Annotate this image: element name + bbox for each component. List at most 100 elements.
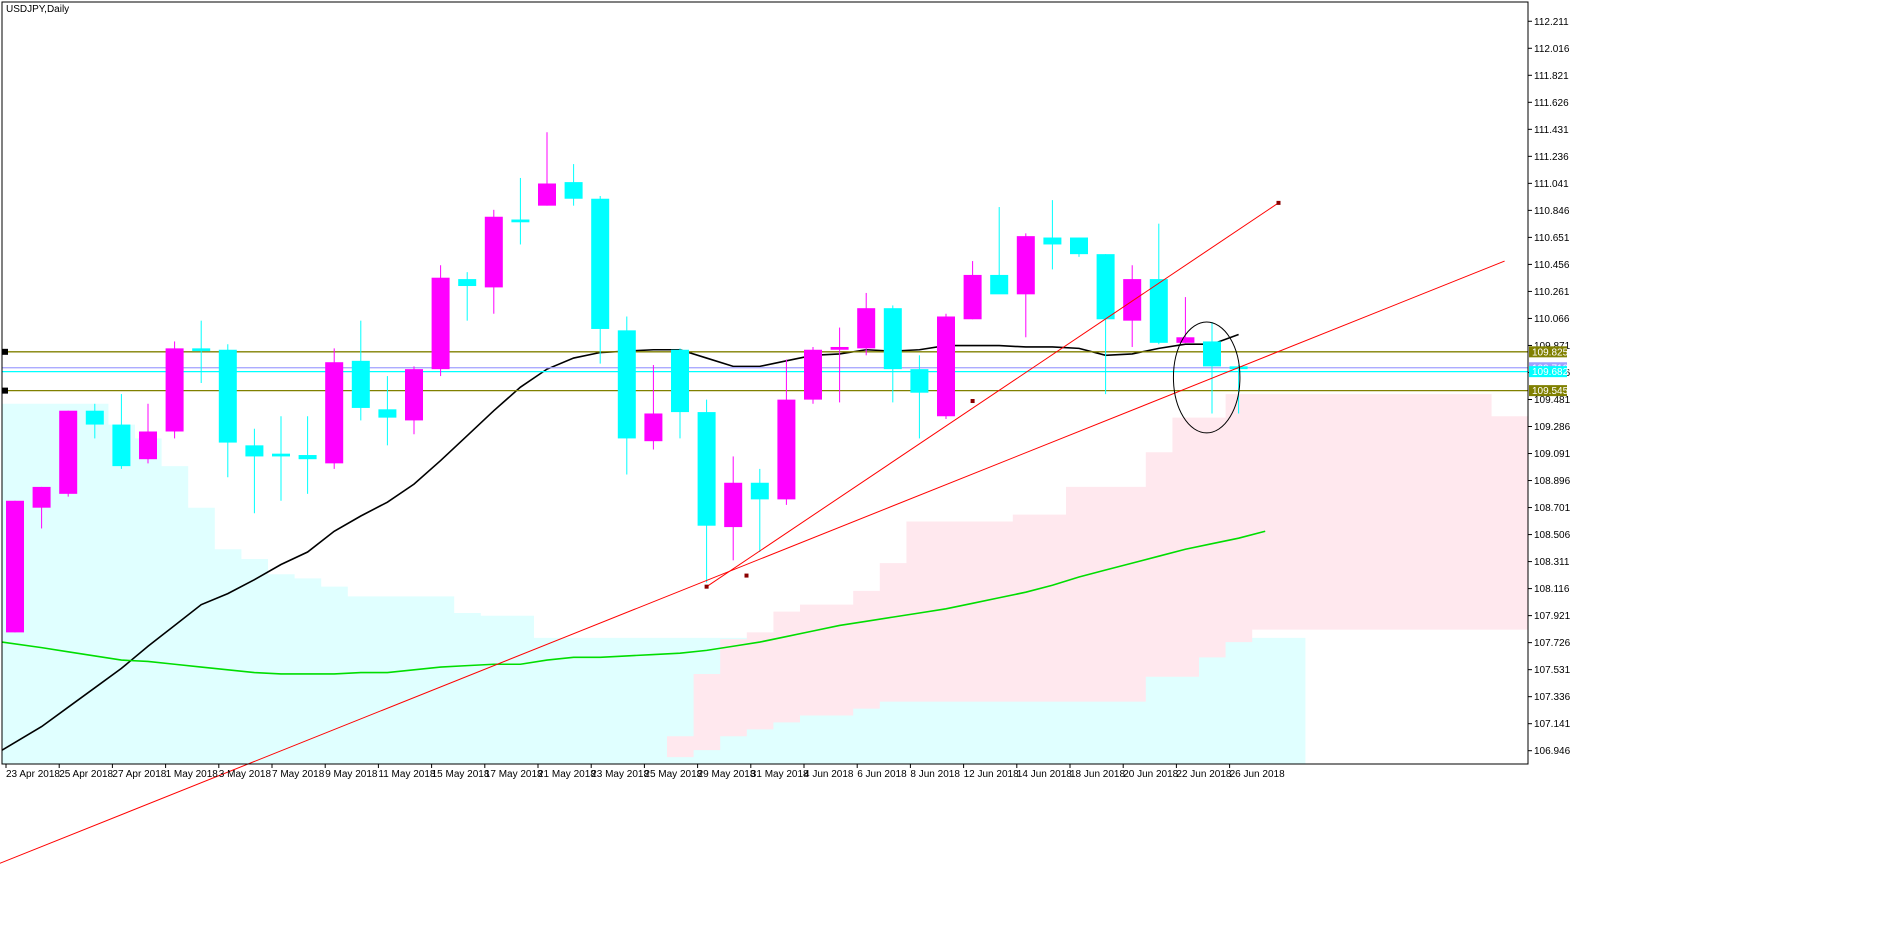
candle-body bbox=[1176, 337, 1195, 343]
candle-body bbox=[165, 348, 184, 432]
candle-body bbox=[298, 455, 317, 460]
candle-body bbox=[6, 500, 24, 633]
candle-body bbox=[1149, 279, 1168, 343]
candle-body bbox=[724, 482, 743, 528]
trendline-anchor-point bbox=[744, 573, 749, 578]
level-price-tag-background bbox=[1529, 346, 1567, 358]
price-tick-label: 110.651 bbox=[1534, 233, 1570, 244]
time-tick-label: 27 Apr 2018 bbox=[112, 769, 166, 780]
candle bbox=[325, 348, 344, 469]
candle-body bbox=[671, 349, 689, 413]
candle-body bbox=[1043, 237, 1062, 245]
candle-body bbox=[697, 412, 716, 526]
candle bbox=[32, 486, 51, 529]
candle-body bbox=[937, 316, 955, 417]
time-tick-label: 31 May 2018 bbox=[751, 769, 809, 780]
candle bbox=[484, 209, 503, 314]
ellipse-annotation bbox=[1172, 321, 1241, 434]
time-tick-label: 29 May 2018 bbox=[698, 769, 756, 780]
current-price-tag-text: 109.682 bbox=[1532, 367, 1569, 378]
chart-frame bbox=[1, 1, 1529, 765]
time-tick-label: 8 Jun 2018 bbox=[910, 769, 960, 780]
candle-body bbox=[431, 277, 450, 370]
time-tick-label: 6 Jun 2018 bbox=[857, 769, 907, 780]
candle bbox=[564, 164, 583, 206]
candle bbox=[218, 344, 237, 478]
time-tick-label: 4 Jun 2018 bbox=[804, 769, 854, 780]
price-tick-label: 110.846 bbox=[1534, 206, 1570, 217]
candle bbox=[1149, 223, 1168, 345]
price-tick-label: 109.286 bbox=[1534, 422, 1571, 433]
level-anchor-marker bbox=[2, 348, 8, 355]
price-tick-label: 110.261 bbox=[1534, 287, 1570, 298]
candle-body bbox=[112, 424, 131, 467]
candle bbox=[1016, 233, 1035, 338]
candle bbox=[1203, 322, 1221, 414]
time-tick-label: 21 May 2018 bbox=[538, 769, 596, 780]
candle bbox=[405, 366, 423, 435]
level-price-tag-text: 109.825 bbox=[1532, 347, 1569, 358]
candle-body bbox=[538, 183, 556, 206]
price-tick-label: 111.821 bbox=[1534, 71, 1569, 82]
trendline bbox=[0, 260, 1505, 864]
candle bbox=[830, 327, 849, 403]
candle-body bbox=[1096, 254, 1115, 320]
time-tick-label: 23 May 2018 bbox=[591, 769, 649, 780]
candle-body bbox=[218, 349, 237, 443]
candles-layer bbox=[6, 132, 1248, 633]
price-tick-label: 109.091 bbox=[1534, 449, 1571, 460]
candle-body bbox=[750, 482, 769, 500]
candle-body bbox=[910, 369, 929, 393]
candle bbox=[591, 195, 610, 364]
candle-body bbox=[272, 453, 290, 457]
candle-body bbox=[139, 431, 157, 460]
candle-body bbox=[511, 219, 530, 223]
candle bbox=[883, 305, 902, 403]
price-tick-label: 110.456 bbox=[1534, 260, 1570, 271]
candle-body bbox=[883, 308, 902, 370]
candle bbox=[6, 500, 24, 633]
price-tick-label: 111.041 bbox=[1534, 179, 1569, 190]
time-tick-label: 9 May 2018 bbox=[325, 769, 378, 780]
candle-body bbox=[564, 182, 583, 199]
candle-body bbox=[351, 360, 370, 408]
candle-body bbox=[777, 399, 796, 500]
price-tick-label: 111.236 bbox=[1534, 152, 1569, 163]
time-tick-label: 11 May 2018 bbox=[378, 769, 436, 780]
candle-body bbox=[591, 198, 610, 329]
price-tick-label: 108.506 bbox=[1534, 530, 1571, 541]
trendline-anchor-point bbox=[1276, 200, 1281, 205]
time-tick-label: 25 May 2018 bbox=[644, 769, 702, 780]
trendline-anchor-point bbox=[704, 584, 709, 589]
candle bbox=[1123, 265, 1142, 347]
candle-body bbox=[1123, 279, 1142, 321]
price-tick-label: 107.531 bbox=[1534, 665, 1571, 676]
time-tick-label: 12 Jun 2018 bbox=[964, 769, 1019, 780]
candle bbox=[857, 292, 876, 356]
price-tick-label: 107.336 bbox=[1534, 692, 1571, 703]
candle-body bbox=[405, 369, 423, 421]
time-tick-label: 1 May 2018 bbox=[166, 769, 219, 780]
candle bbox=[617, 316, 636, 475]
candle bbox=[538, 132, 556, 206]
candle bbox=[351, 320, 370, 421]
candle-body bbox=[990, 274, 1009, 295]
candle bbox=[245, 428, 264, 514]
horizontal-lines-layer bbox=[2, 348, 1528, 394]
candle bbox=[192, 320, 211, 383]
candle bbox=[139, 403, 157, 464]
price-tick-label: 108.896 bbox=[1534, 476, 1571, 487]
candle bbox=[724, 456, 743, 561]
candle bbox=[165, 341, 184, 439]
candle bbox=[85, 403, 104, 439]
current-price-tag-background bbox=[1529, 366, 1567, 378]
trendline-anchor-point bbox=[970, 399, 975, 404]
time-tick-label: 25 Apr 2018 bbox=[59, 769, 113, 780]
candle bbox=[937, 313, 955, 420]
price-tick-label: 106.946 bbox=[1534, 746, 1571, 757]
candle bbox=[910, 355, 929, 439]
time-tick-label: 15 May 2018 bbox=[432, 769, 490, 780]
time-tick-label: 26 Jun 2018 bbox=[1230, 769, 1285, 780]
candle-body bbox=[1203, 341, 1221, 367]
